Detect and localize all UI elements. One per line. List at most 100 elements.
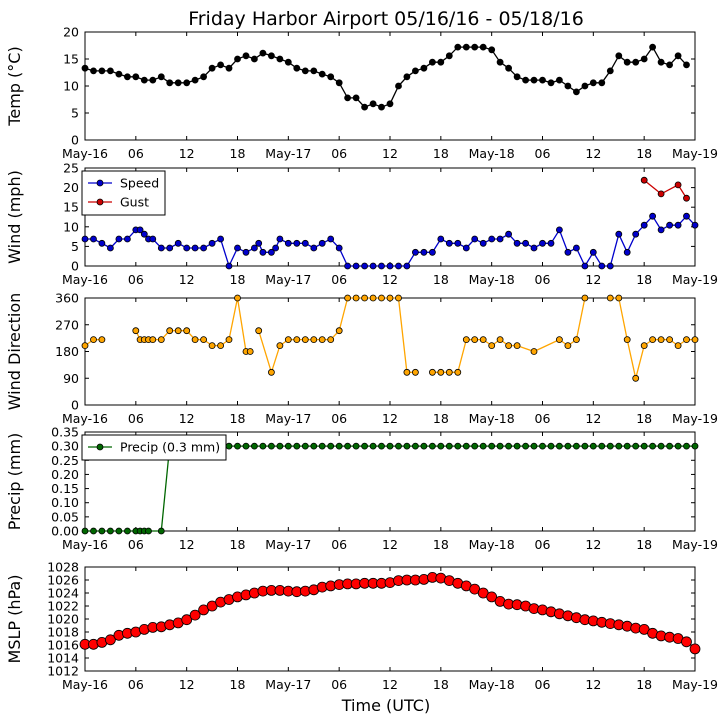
precipitation-x-tick-label: 18	[636, 537, 652, 552]
precipitation-data-point	[310, 442, 318, 450]
precipitation-data-point	[581, 442, 589, 450]
wind-data-point	[107, 244, 114, 252]
wind-data-point	[462, 244, 470, 252]
wind-data-point	[428, 248, 436, 256]
temperature-data-point	[505, 64, 513, 72]
temperature-data-point	[284, 58, 292, 66]
temperature-data-point	[411, 67, 419, 75]
temperature-y-tick-label: 15	[63, 52, 79, 67]
precipitation-x-tick-label: 06	[331, 537, 347, 552]
temperature-data-point	[547, 79, 555, 87]
temperature-data-point	[327, 73, 335, 81]
wind_direction-data-point	[369, 294, 377, 302]
wind_direction-x-tick-label: 06	[128, 411, 144, 426]
temperature-data-point	[513, 73, 521, 81]
wind-data-point	[310, 244, 318, 252]
wind-data-point	[649, 212, 656, 220]
pressure-x-tick-label: 18	[636, 677, 652, 692]
wind_direction-data-point	[386, 294, 394, 302]
temperature-data-point	[632, 58, 640, 66]
series-precip-0-3-mm-	[81, 442, 699, 535]
temperature-data-point	[225, 64, 233, 72]
wind_direction-x-tick-label: 18	[230, 411, 246, 426]
wind-data-point	[335, 244, 343, 252]
wind-data-point	[539, 239, 546, 247]
precipitation-data-point	[242, 442, 250, 450]
wind_direction-data-point	[462, 336, 470, 344]
wind-y-axis-title: Wind (mph)	[5, 170, 24, 264]
legend-marker	[96, 179, 104, 187]
precipitation-data-point	[259, 442, 267, 450]
wind_direction-data-point	[166, 327, 174, 335]
wind_direction-y-tick-label: 180	[55, 344, 79, 359]
temperature-data-point	[90, 67, 97, 75]
temperature-data-point	[352, 94, 360, 102]
precipitation-legend: Precip (0.3 mm)	[81, 434, 227, 461]
wind_direction-series-line	[432, 297, 586, 373]
wind-data-point	[361, 262, 369, 270]
precipitation-data-point	[369, 442, 377, 450]
temperature-data-point	[335, 79, 343, 87]
wind_direction-data-point	[234, 294, 241, 302]
temperature-x-tick-label: 12	[585, 146, 601, 161]
wind-data-point	[437, 235, 445, 243]
wind_direction-data-point	[98, 336, 106, 344]
pressure-x-tick-label: May-16	[62, 677, 108, 692]
wind_direction-data-point	[496, 336, 504, 344]
wind-data-point	[615, 230, 623, 238]
pressure-x-tick-label: 06	[331, 677, 347, 692]
wind-x-tick-label: May-16	[62, 272, 108, 287]
precipitation-data-point	[386, 442, 394, 450]
precipitation-x-tick-label: 12	[382, 537, 398, 552]
precipitation-data-point	[598, 442, 606, 450]
pressure-x-tick-label: 06	[128, 677, 144, 692]
wind-data-point	[479, 239, 487, 247]
wind-data-point	[530, 244, 538, 252]
temperature-data-point	[623, 58, 631, 66]
wind-data-point	[657, 226, 665, 234]
precipitation-y-tick-label: 0.05	[51, 509, 79, 524]
wind-data-point	[301, 239, 309, 247]
temperature-data-point	[530, 76, 538, 84]
wind-x-tick-label: 12	[179, 272, 195, 287]
precipitation-data-point	[234, 442, 241, 450]
wind_direction-data-point	[174, 327, 182, 335]
wind_direction-x-tick-label: May-18	[469, 411, 515, 426]
wind_direction-data-point	[581, 294, 589, 302]
wind-x-tick-label: May-18	[469, 272, 515, 287]
temperature-data-point	[589, 79, 597, 87]
wind_direction-data-point	[293, 336, 301, 344]
wind_direction-x-tick-label: 18	[636, 411, 652, 426]
temperature-data-point	[606, 67, 614, 75]
wind-plot-frame	[84, 167, 696, 267]
wind_direction-x-tick-label: May-17	[265, 411, 311, 426]
wind-data-point	[98, 239, 106, 247]
pressure-y-tick-label: 1016	[47, 638, 79, 653]
precipitation-x-tick-label: May-17	[265, 537, 311, 552]
wind-data-point	[522, 239, 529, 247]
pressure-y-tick-label: 1026	[47, 573, 79, 588]
wind_direction-data-point	[361, 294, 369, 302]
temperature-plot-frame	[84, 31, 696, 141]
wind_direction-x-tick-label: 06	[331, 411, 347, 426]
precipitation-data-point	[90, 527, 97, 535]
precipitation-y-tick-label: 0.10	[51, 495, 79, 510]
wind_direction-data-point	[335, 327, 343, 335]
precipitation-x-tick-label: May-19	[672, 537, 718, 552]
precipitation-data-point	[649, 442, 656, 450]
temperature-data-point	[573, 88, 580, 96]
temperature-data-point	[471, 43, 479, 51]
wind-data-point	[90, 235, 97, 243]
wind-data-point	[276, 235, 284, 243]
wind-x-tick-label: 18	[230, 272, 246, 287]
wind_direction-data-point	[200, 336, 208, 344]
panel-wind: 0 5 10 15 20 25 May-16 06 12 18 May-17 06 12 18 May-18…	[5, 161, 718, 288]
wind_direction-y-axis-title: Wind Direction	[5, 293, 24, 411]
wind_direction-data-point	[132, 327, 140, 335]
temperature-data-point	[200, 73, 208, 81]
precipitation-data-point	[225, 442, 233, 450]
wind_direction-y-tick-label: 90	[63, 371, 79, 386]
wind_direction-data-point	[246, 348, 254, 355]
pressure-y-tick-label: 1018	[47, 625, 79, 640]
